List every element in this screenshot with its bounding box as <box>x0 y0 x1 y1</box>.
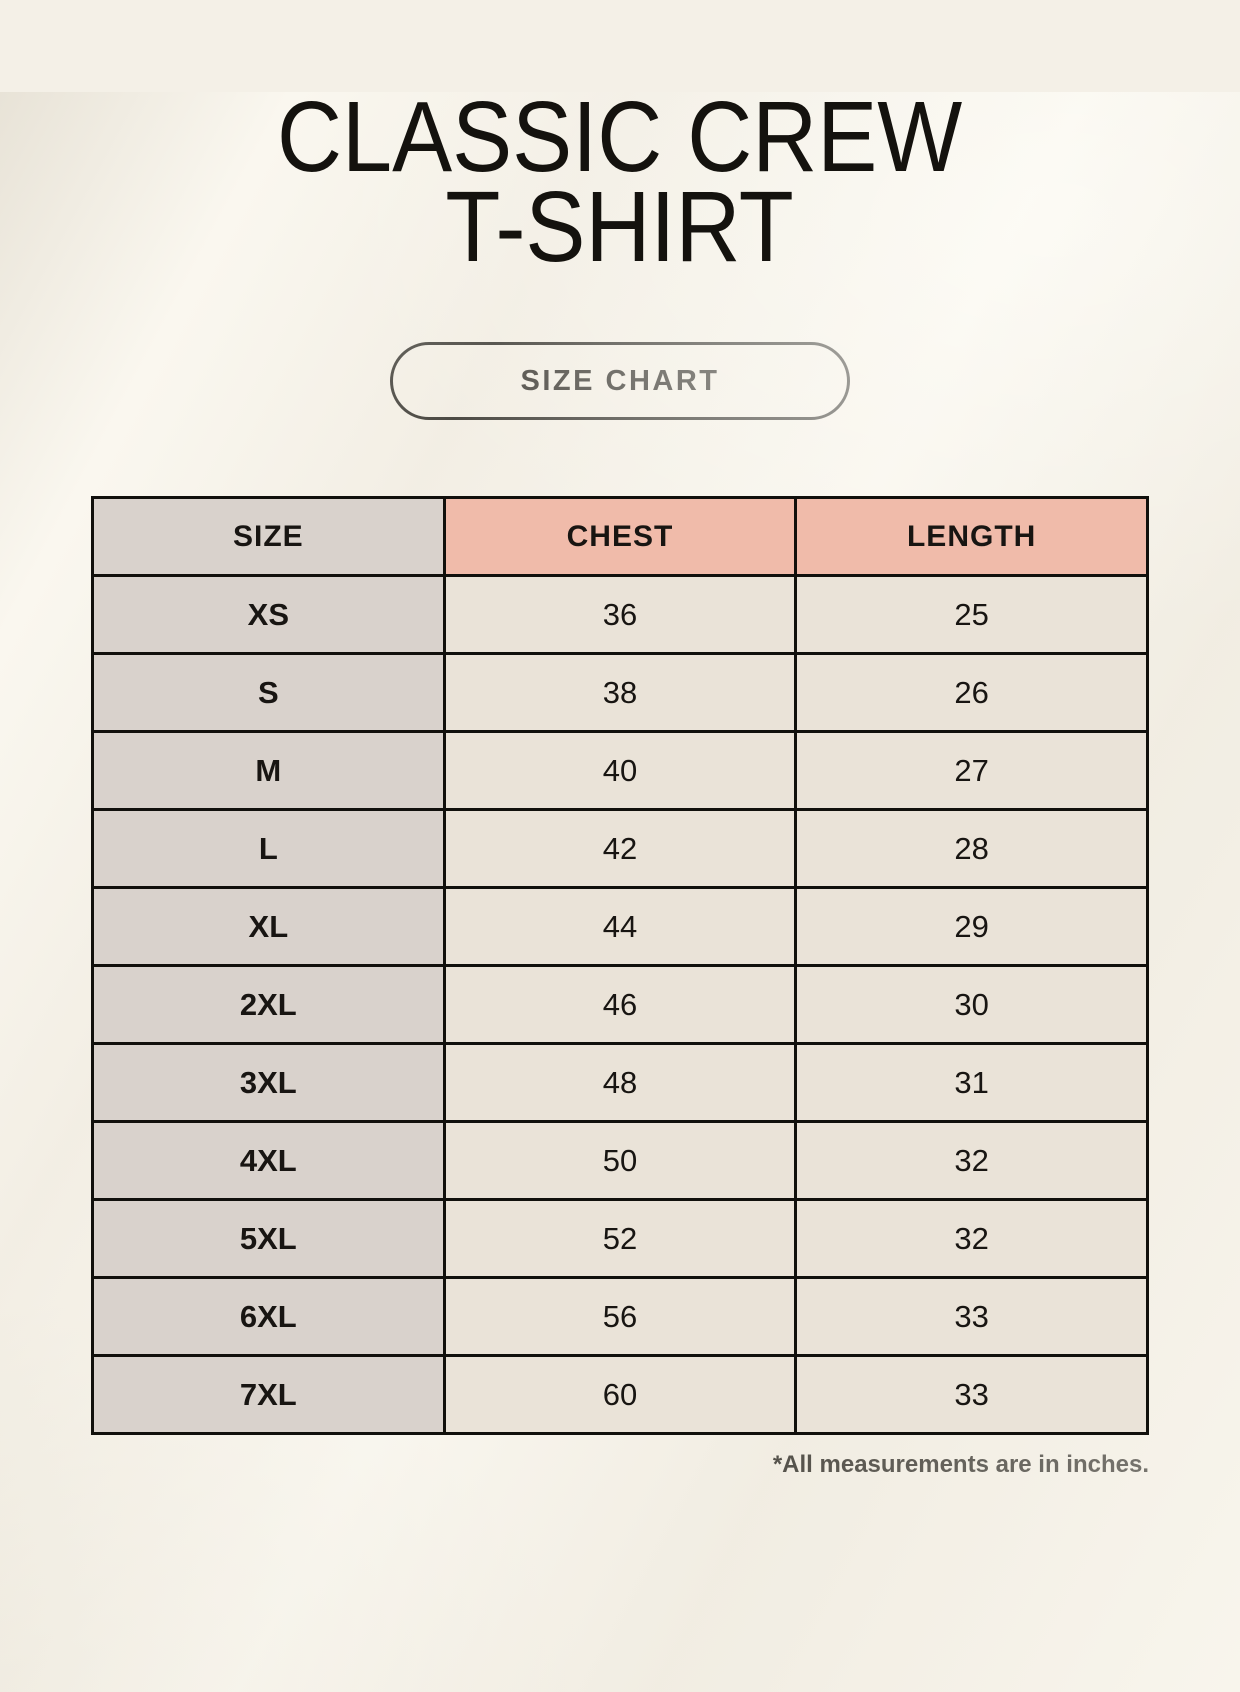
length-cell: 29 <box>794 886 1149 967</box>
page-title-line1: CLASSIC CREW <box>277 81 963 193</box>
chest-cell: 42 <box>442 808 798 889</box>
size-cell: 3XL <box>91 1042 446 1123</box>
size-cell: 2XL <box>91 964 446 1045</box>
size-cell: XL <box>91 886 446 967</box>
chest-cell: 44 <box>442 886 798 967</box>
page-title-text: CLASSIC CREW T-SHIRT <box>277 81 963 283</box>
length-cell: 32 <box>794 1198 1149 1279</box>
table-row: 3XL 48 31 <box>91 1042 1149 1123</box>
length-cell: 26 <box>794 652 1149 733</box>
column-header-size: SIZE <box>91 496 446 577</box>
length-cell: 31 <box>794 1042 1149 1123</box>
size-cell: 7XL <box>91 1354 446 1435</box>
size-cell: XS <box>91 574 446 655</box>
size-table-body: XS 36 25 S 38 26 M 40 27 L 42 28 XL 44 29 2XL 46 30 3XL 48 3… <box>91 574 1149 1435</box>
size-cell: M <box>91 730 446 811</box>
table-row: 2XL 46 30 <box>91 964 1149 1045</box>
size-cell: 6XL <box>91 1276 446 1357</box>
table-row: 5XL 52 32 <box>91 1198 1149 1279</box>
size-chart-page: CLASSIC CREW T-SHIRT SIZE CHART SIZE CHE… <box>0 81 1240 1692</box>
chest-cell: 48 <box>442 1042 798 1123</box>
chest-cell: 50 <box>442 1120 798 1201</box>
size-chart-badge-label: SIZE CHART <box>520 364 720 397</box>
chest-cell: 36 <box>442 574 798 655</box>
chest-cell: 38 <box>442 652 798 733</box>
size-cell: 4XL <box>91 1120 446 1201</box>
table-row: XL 44 29 <box>91 886 1149 967</box>
size-cell: S <box>91 652 446 733</box>
chest-cell: 46 <box>442 964 798 1045</box>
chest-cell: 56 <box>442 1276 798 1357</box>
page-title: CLASSIC CREW T-SHIRT <box>0 81 1240 283</box>
length-cell: 30 <box>794 964 1149 1045</box>
table-row: M 40 27 <box>91 730 1149 811</box>
table-header-row: SIZE CHEST LENGTH <box>91 496 1149 577</box>
table-row: 6XL 56 33 <box>91 1276 1149 1357</box>
table-row: L 42 28 <box>91 808 1149 889</box>
length-cell: 33 <box>794 1354 1149 1435</box>
measurements-footnote: *All measurements are in inches. <box>772 1451 1149 1478</box>
length-cell: 28 <box>794 808 1149 889</box>
chest-cell: 60 <box>442 1354 798 1435</box>
size-cell: L <box>91 808 446 889</box>
table-row: 4XL 50 32 <box>91 1120 1149 1201</box>
length-cell: 32 <box>794 1120 1149 1201</box>
column-header-chest: CHEST <box>442 496 798 577</box>
size-table: SIZE CHEST LENGTH XS 36 25 S 38 26 M 40 27 L 42 28 X… <box>91 496 1149 1435</box>
column-header-length: LENGTH <box>794 496 1149 577</box>
size-cell: 5XL <box>91 1198 446 1279</box>
chest-cell: 52 <box>442 1198 798 1279</box>
size-chart-badge[interactable]: SIZE CHART <box>390 342 850 420</box>
chest-cell: 40 <box>442 730 798 811</box>
length-cell: 25 <box>794 574 1149 655</box>
table-row: XS 36 25 <box>91 574 1149 655</box>
length-cell: 27 <box>794 730 1149 811</box>
table-row: 7XL 60 33 <box>91 1354 1149 1435</box>
table-row: S 38 26 <box>91 652 1149 733</box>
length-cell: 33 <box>794 1276 1149 1357</box>
page-title-line2: T-SHIRT <box>445 171 795 283</box>
